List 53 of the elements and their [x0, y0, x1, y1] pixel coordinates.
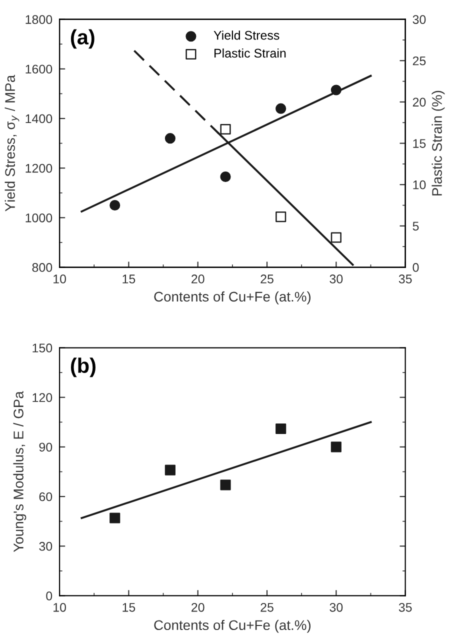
- x-tick-label: 10: [54, 274, 66, 284]
- y-tick-label: 1600: [26, 64, 52, 74]
- y-tick-label: 1800: [26, 15, 52, 24]
- x-tick-label: 25: [260, 602, 274, 612]
- y-tick-label: 60: [39, 492, 52, 502]
- y-axis-title: Yield Stress, σ$_{y}$ / MPa: [4, 74, 20, 212]
- point: [110, 200, 120, 211]
- y-tick-label: 800: [32, 263, 52, 272]
- point: [164, 464, 176, 476]
- point: [330, 232, 342, 243]
- point: [220, 124, 231, 135]
- y2-tick-label: 5: [412, 222, 419, 231]
- x-axis-title: Contents of Cu+Fe (at.%): [154, 620, 311, 633]
- x-tick-label: 20: [192, 274, 204, 284]
- point: [276, 212, 286, 222]
- x-tick-label: 30: [330, 274, 343, 284]
- y-tick-label: 1400: [26, 114, 52, 124]
- point: [276, 423, 286, 434]
- point: [110, 512, 120, 524]
- y-tick-label: 120: [32, 393, 52, 402]
- x-tick-label: 30: [330, 602, 343, 612]
- y2-tick-label: 0: [412, 263, 419, 272]
- x-tick-label: 35: [398, 274, 412, 284]
- y-tick-label: 1200: [26, 164, 52, 173]
- y2-axis-title: Plastic Strain (%): [432, 90, 445, 196]
- y2-tick-label: 25: [412, 56, 426, 66]
- point: [276, 103, 286, 114]
- x-tick-label: 15: [122, 274, 136, 284]
- y-tick-label: 1000: [26, 213, 52, 222]
- y2-tick-label: 20: [412, 98, 426, 107]
- point: [330, 442, 342, 452]
- y2-tick-label: 30: [412, 15, 426, 24]
- y-tick-label: 150: [32, 344, 52, 352]
- x-tick-label: 15: [122, 603, 136, 612]
- point: [330, 84, 342, 96]
- point: [164, 133, 176, 144]
- point: [220, 480, 231, 490]
- y-tick-label: 0: [46, 592, 52, 600]
- y-axis-title: Young's Modulus, E / GPa: [13, 391, 26, 552]
- legend-label: Plastic Strain: [214, 48, 286, 58]
- chart-title: (a): [70, 29, 94, 49]
- legend-label: Yield Stress: [214, 30, 280, 40]
- x-axis-title: Contents of Cu+Fe (at.%): [154, 291, 311, 304]
- x-tick-label: 35: [398, 602, 412, 612]
- x-tick-label: 25: [260, 274, 274, 284]
- y2-tick-label: 10: [413, 180, 426, 190]
- x-tick-label: 20: [192, 602, 204, 612]
- point: [220, 171, 231, 182]
- y-tick-label: 30: [39, 542, 52, 551]
- y-tick-label: 90: [39, 442, 52, 452]
- chart-title: (b): [70, 358, 96, 378]
- x-tick-label: 10: [54, 602, 66, 612]
- y2-tick-label: 15: [413, 139, 426, 148]
